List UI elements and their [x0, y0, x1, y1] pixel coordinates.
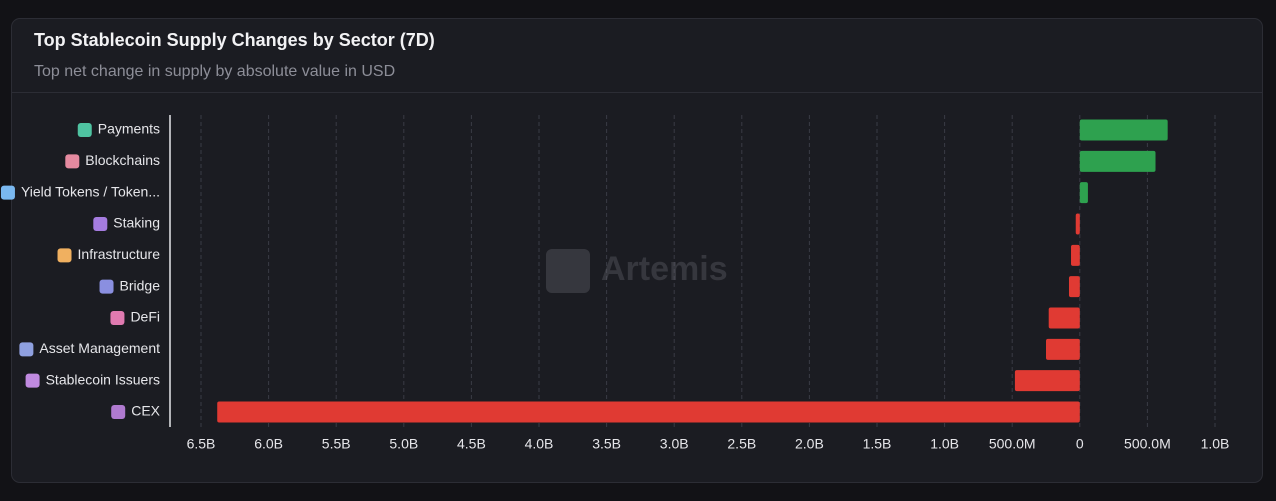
- separator: [12, 92, 1262, 93]
- y-tick-label: Stablecoin Issuers: [46, 371, 160, 387]
- watermark: Artemis: [546, 249, 728, 293]
- x-tick-label: 2.5B: [727, 436, 756, 452]
- category-icon: [25, 373, 40, 388]
- category-icon: [19, 342, 34, 357]
- bar: [1075, 213, 1080, 235]
- watermark-text: Artemis: [601, 250, 728, 288]
- y-tick-label: Asset Management: [39, 340, 160, 356]
- category-icon: [0, 185, 15, 200]
- y-tick-label: DeFi: [130, 309, 160, 325]
- bar: [1068, 276, 1080, 298]
- category-icon: [111, 405, 126, 419]
- x-tick-label: 3.0B: [660, 436, 689, 452]
- category-icon: [77, 123, 92, 137]
- x-tick-label: 0: [1076, 436, 1084, 452]
- category-icon: [57, 248, 72, 263]
- bar: [1079, 150, 1156, 172]
- subtitle: Top net change in supply by absolute val…: [34, 63, 396, 80]
- y-tick-label: Infrastructure: [78, 246, 161, 262]
- x-tick-label: 1.0B: [930, 436, 959, 452]
- x-tick-label: 4.5B: [457, 436, 486, 452]
- category-icon: [99, 279, 114, 294]
- x-tick-label: 1.0B: [1201, 436, 1230, 452]
- y-tick-label: Blockchains: [85, 152, 160, 168]
- title: Top Stablecoin Supply Changes by Sector …: [34, 30, 435, 50]
- y-tick-label: Yield Tokens / Token...: [21, 183, 160, 199]
- x-tick-label: 6.0B: [254, 436, 283, 452]
- bar: [1071, 244, 1080, 266]
- bar: [1079, 119, 1168, 141]
- x-tick-label: 500.0M: [1124, 436, 1171, 452]
- category-icon: [93, 217, 108, 231]
- y-tick-label: CEX: [131, 403, 160, 419]
- x-tick-label: 1.5B: [863, 436, 892, 452]
- x-tick-label: 3.5B: [592, 436, 621, 452]
- bar: [1014, 370, 1080, 392]
- category-icon: [110, 311, 125, 325]
- y-tick-label: Payments: [98, 121, 160, 137]
- x-tick-label: 5.5B: [322, 436, 351, 452]
- bar: [1079, 182, 1088, 204]
- bar: [1048, 307, 1080, 329]
- bar: [217, 401, 1080, 423]
- x-tick-label: 4.0B: [525, 436, 554, 452]
- x-tick-label: 5.0B: [389, 436, 418, 452]
- category-icon: [65, 154, 80, 169]
- y-tick-label: Bridge: [120, 277, 161, 293]
- watermark-logo: [546, 249, 590, 293]
- x-tick-label: 6.5B: [187, 436, 216, 452]
- x-tick-label: 500.0M: [989, 436, 1036, 452]
- y-tick-label: Staking: [113, 215, 160, 231]
- bar: [1046, 338, 1080, 360]
- x-tick-label: 2.0B: [795, 436, 824, 452]
